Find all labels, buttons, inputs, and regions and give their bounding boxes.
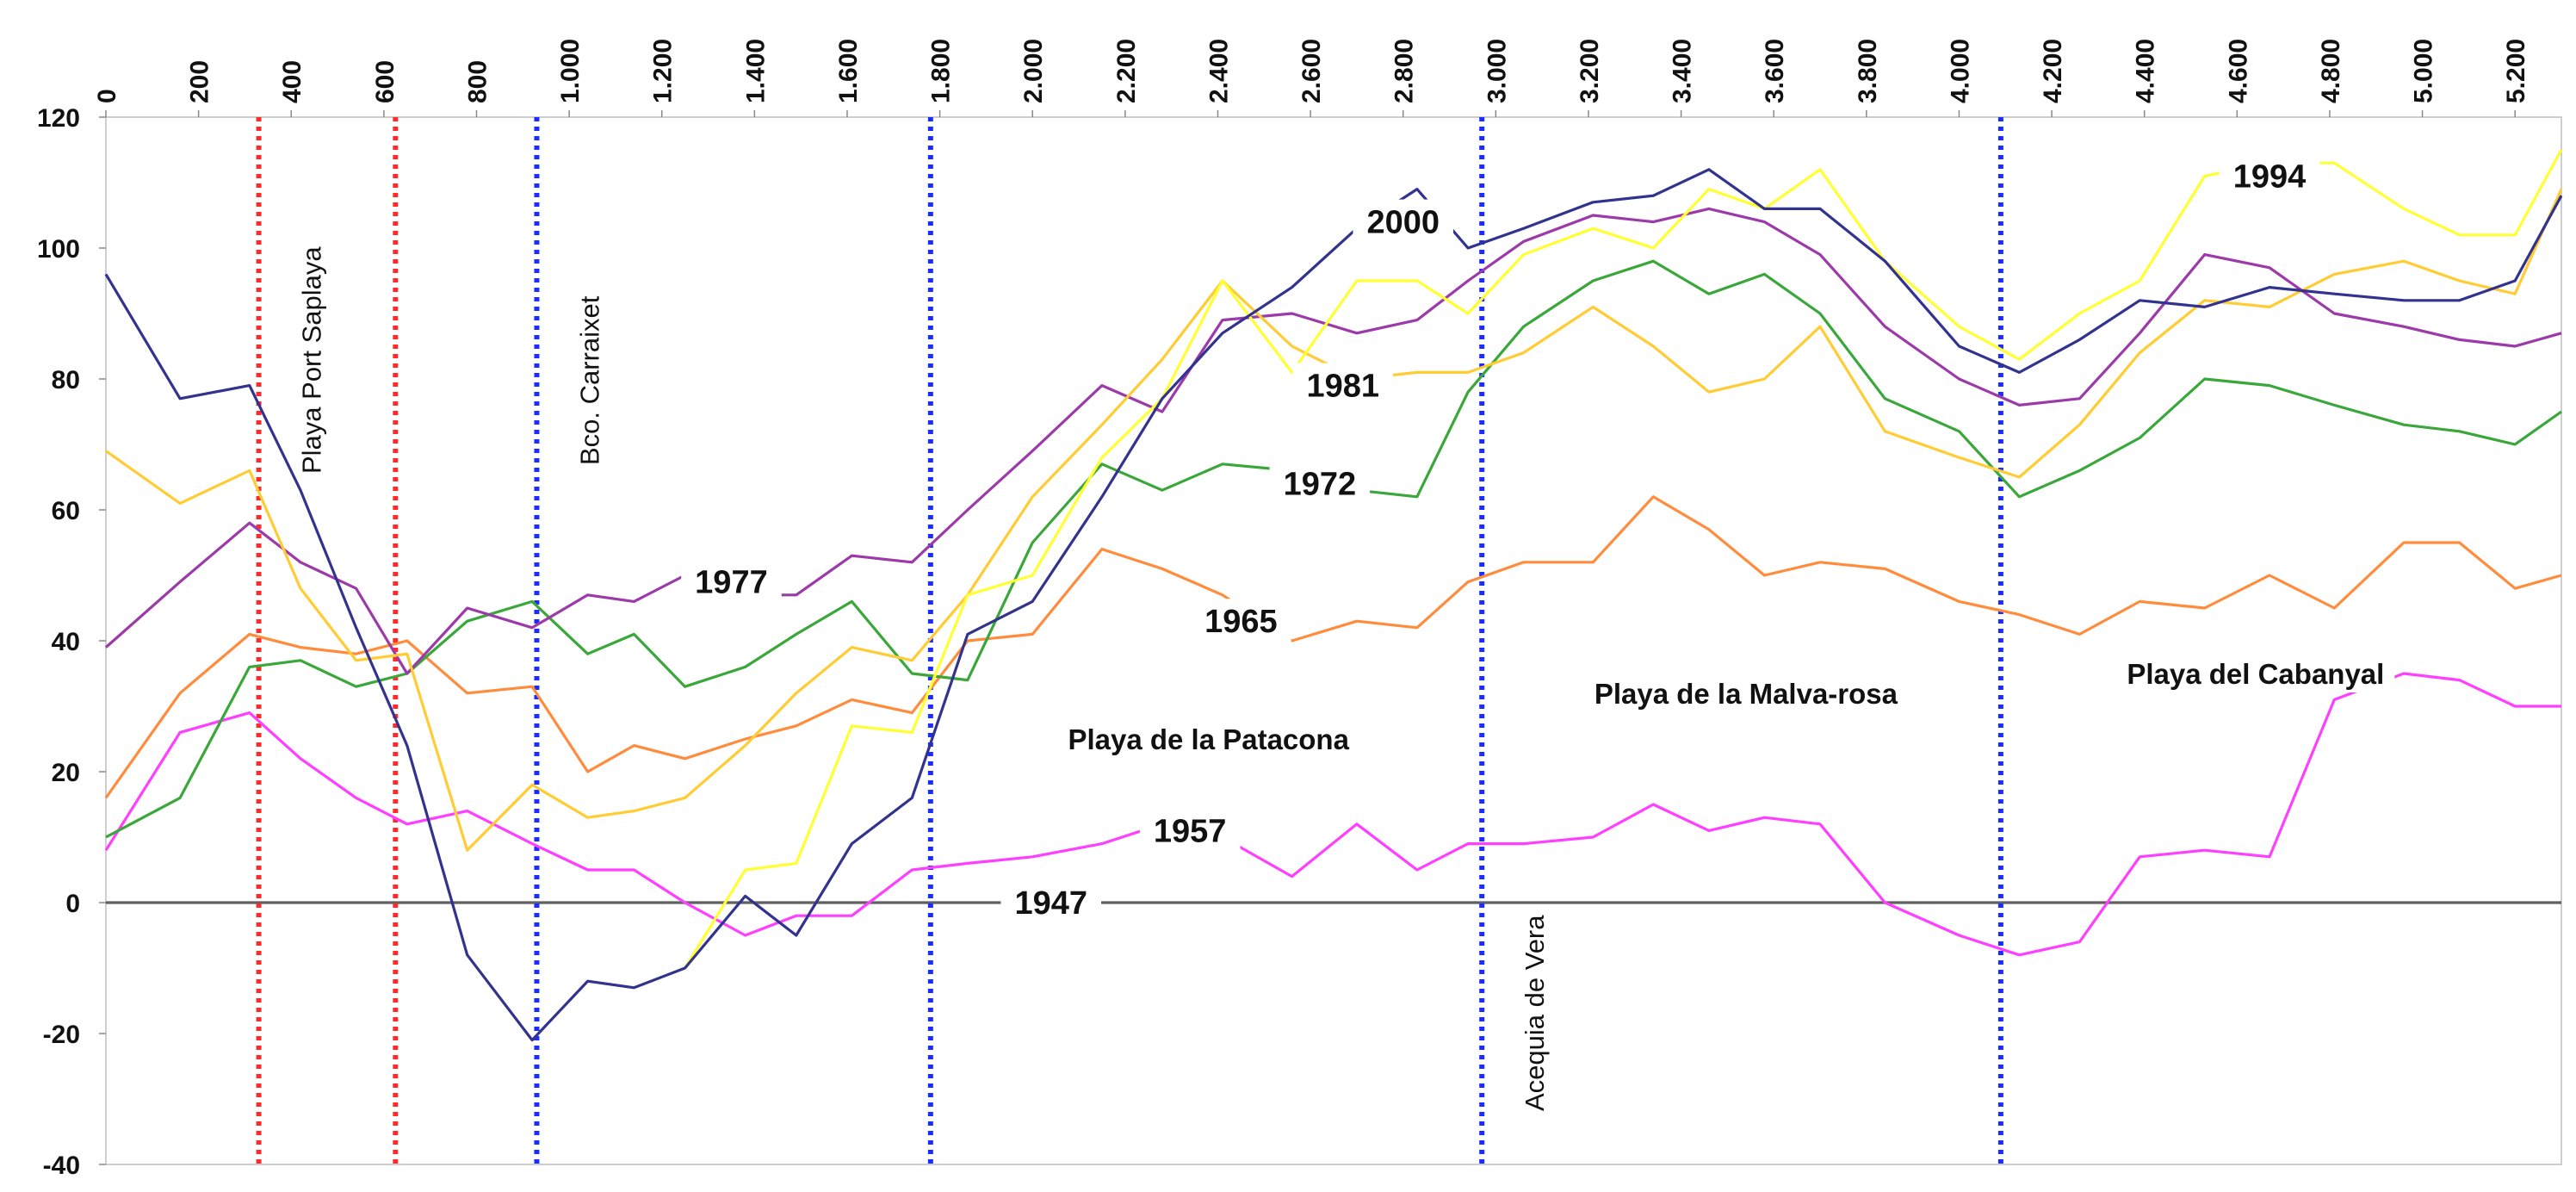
x-tick-label: 200 (186, 60, 214, 103)
x-tick-label: 400 (278, 60, 307, 103)
x-tick-label: 600 (371, 60, 399, 103)
series-label-bg (1000, 880, 1102, 925)
x-tick-label: 3.200 (1576, 39, 1604, 103)
series-label-1994: 1994 (2233, 158, 2307, 195)
x-tick-label: 1.200 (649, 39, 678, 103)
series-label-1981: 1981 (1306, 369, 1379, 405)
zone-label-playa-del-cabanyal: Playa del Cabanyal (2127, 658, 2384, 690)
y-tick-label: 40 (52, 628, 80, 656)
series-label-1957: 1957 (1154, 813, 1227, 849)
series-line-1965 (104, 495, 2562, 799)
vertical-label-bg (294, 240, 331, 479)
series-line-1957 (104, 672, 2561, 957)
x-tick-label: 0 (93, 89, 121, 103)
zone-label-bg (1057, 718, 1360, 758)
series-line-2000 (104, 168, 2563, 1042)
y-tick-label: 60 (52, 497, 80, 525)
zone-label-playa-de-la-patacona: Playa de la Patacona (1068, 723, 1349, 755)
y-tick-label: 80 (52, 366, 80, 394)
x-tick-label: 4.600 (2224, 39, 2252, 103)
plot-frame (105, 116, 2562, 1165)
series-label-bg (2219, 153, 2320, 199)
zone-label-bg (1583, 672, 1909, 712)
vertical-label-bco-carraixet: Bco. Carraixet (574, 295, 604, 465)
x-tick-label: 2.800 (1390, 39, 1419, 103)
vertical-label-bg (1518, 909, 1555, 1116)
x-tick-label: 5.000 (2410, 39, 2438, 103)
series-lines (104, 149, 2563, 1042)
vertical-label-bg (573, 290, 610, 470)
x-tick-label: 3.000 (1483, 39, 1511, 103)
series-label-bg (681, 559, 782, 605)
x-tick-label: 4.200 (2039, 39, 2067, 103)
y-tick-label: 100 (37, 235, 80, 264)
x-tick-label: 1.400 (741, 39, 770, 103)
series-label-2000: 2000 (1366, 205, 1440, 241)
series-label-1947: 1947 (1014, 885, 1087, 922)
x-tick-label: 1.000 (556, 39, 585, 103)
series-line-1981 (105, 188, 2563, 852)
x-tick-label: 2.000 (1019, 39, 1048, 103)
x-tick-label: 1.800 (927, 39, 956, 103)
x-tick-label: 800 (463, 60, 492, 103)
y-tick-label: 0 (65, 890, 80, 918)
x-tick-label: 1.600 (834, 39, 863, 103)
vertical-label-playa-port-saplaya: Playa Port Saplaya (297, 246, 327, 474)
series-label-1972: 1972 (1284, 467, 1357, 503)
vertical-label-acequia-de-vera: Acequia de Vera (1520, 915, 1550, 1111)
x-tick-label: 2.200 (1112, 39, 1141, 103)
y-tick-label: 20 (52, 759, 80, 787)
series-label-1965: 1965 (1204, 604, 1278, 640)
x-tick-label: 2.400 (1204, 39, 1233, 103)
series-label-bg (1353, 199, 1453, 245)
series-line-1977 (104, 207, 2562, 675)
annotation-labels: 1947 1957 1965 1972 1977 1981 1994 2000 Playa de… (681, 153, 2395, 925)
series-label-bg (1191, 599, 1291, 644)
series-line-1994 (684, 149, 2563, 969)
series-label-bg (1139, 808, 1241, 854)
x-tick-label: 4.400 (2132, 39, 2160, 103)
x-tick-label: 2.600 (1297, 39, 1326, 103)
x-tick-label: 3.400 (1669, 39, 1697, 103)
series-label-bg (1269, 461, 1371, 506)
y-tick-label: 120 (37, 104, 80, 133)
series-label-bg (1292, 363, 1394, 408)
x-tick-label: 4.000 (1946, 39, 1974, 103)
x-tick-label: 5.200 (2502, 39, 2530, 103)
series-label-1977: 1977 (695, 565, 768, 601)
zone-label-playa-de-la-malva-rosa: Playa de la Malva-rosa (1595, 678, 1898, 710)
x-tick-label: 3.600 (1761, 39, 1789, 103)
y-tick-label: -40 (43, 1152, 80, 1180)
x-tick-label: 3.800 (1854, 39, 1882, 103)
vertical-markers: Playa Port Saplaya Bco. Carraixet Acequia … (256, 117, 2003, 1164)
zone-label-bg (2116, 653, 2395, 692)
x-tick-label: 4.800 (2317, 39, 2345, 103)
y-tick-label: -20 (43, 1021, 80, 1049)
